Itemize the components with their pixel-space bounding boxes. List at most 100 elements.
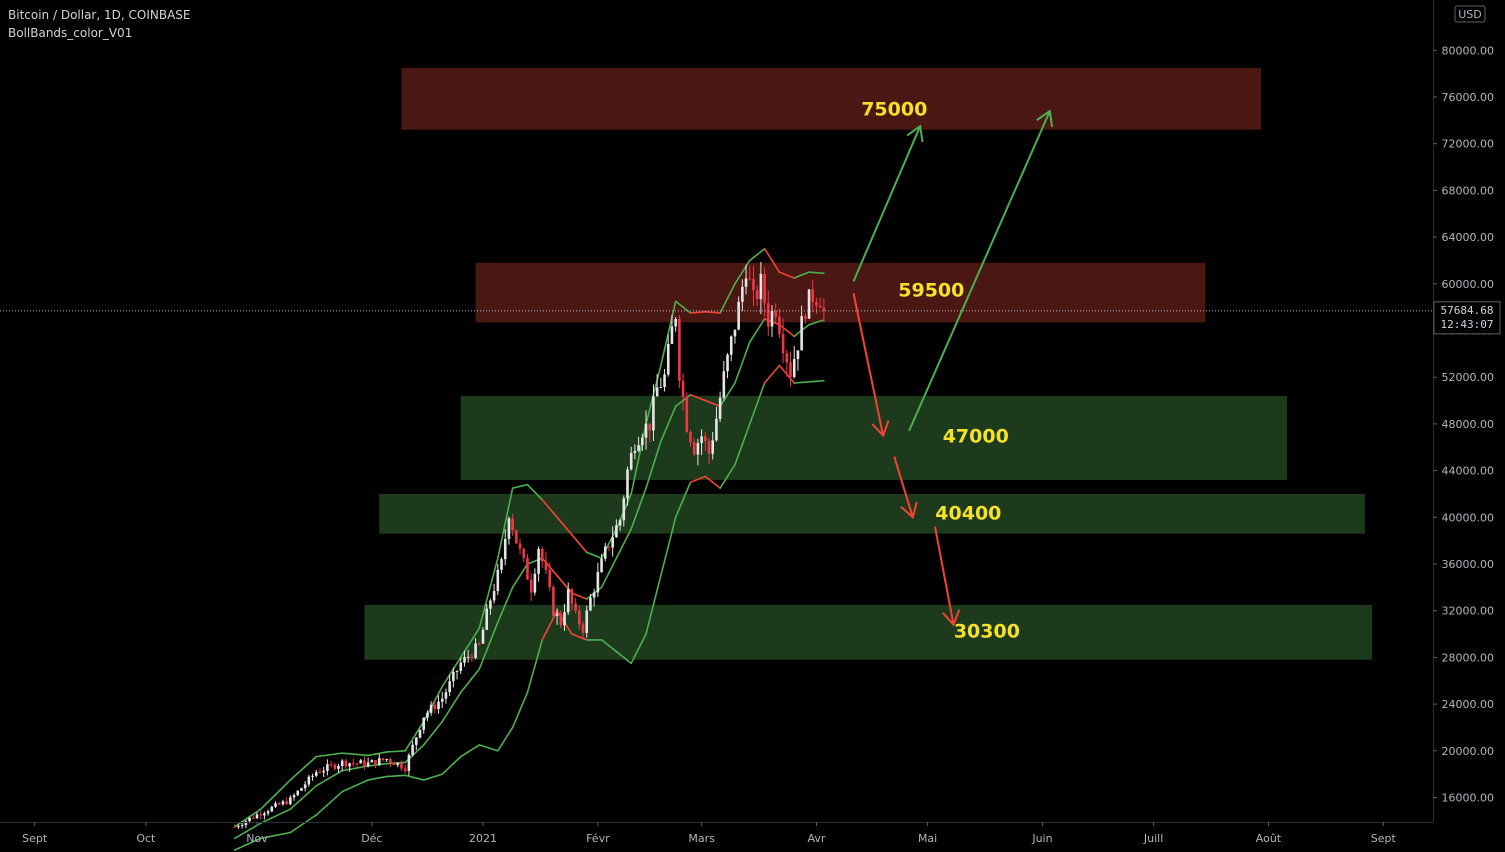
candle-body bbox=[566, 589, 570, 613]
candle-body bbox=[822, 307, 826, 311]
green-arrow-1 bbox=[852, 124, 924, 282]
candle-body bbox=[681, 380, 685, 397]
bb-upper-band-segment bbox=[296, 769, 303, 775]
arrow-shaft bbox=[852, 292, 885, 436]
candle bbox=[804, 313, 807, 324]
candle bbox=[722, 360, 726, 401]
x-tick-label: Juill bbox=[1143, 832, 1163, 845]
candle bbox=[307, 774, 311, 787]
candle bbox=[796, 350, 800, 371]
bb-upper-band-segment bbox=[634, 458, 640, 478]
bb-lower-band-segment bbox=[522, 691, 529, 702]
candle bbox=[433, 698, 437, 714]
bb-middle-band-segment bbox=[663, 423, 670, 434]
bb-upper-band bbox=[233, 247, 825, 828]
candle bbox=[633, 444, 637, 460]
candle-body bbox=[233, 826, 237, 828]
bb-upper-band-segment bbox=[630, 475, 636, 495]
bb-upper-band-segment bbox=[497, 539, 503, 559]
candle bbox=[570, 587, 574, 611]
candle bbox=[696, 438, 700, 466]
candle bbox=[774, 303, 777, 324]
symbol-title[interactable]: Bitcoin / Dollar, 1D, COINBASE bbox=[8, 8, 191, 22]
bb-middle-band-segment bbox=[726, 388, 733, 396]
bb-upper-band-segment bbox=[667, 316, 673, 335]
x-tick-label: 2021 bbox=[469, 832, 497, 845]
candle-body bbox=[715, 418, 718, 441]
candle-body bbox=[455, 670, 459, 672]
candle bbox=[578, 605, 581, 630]
candle-body bbox=[581, 624, 585, 633]
candle-body bbox=[574, 603, 577, 611]
candle bbox=[266, 809, 270, 816]
candle-body bbox=[544, 561, 548, 571]
candle-body bbox=[626, 469, 629, 499]
bb-middle-band-segment bbox=[656, 440, 662, 454]
resistance-zone-59500 bbox=[475, 262, 1206, 323]
bb-middle-band-segment bbox=[437, 720, 444, 728]
bb-lower-band-segment bbox=[511, 717, 518, 729]
candle-body bbox=[374, 760, 377, 766]
candle-body bbox=[815, 302, 818, 306]
bb-upper-band-segment bbox=[408, 738, 414, 746]
bb-middle-band-segment bbox=[441, 714, 447, 723]
bb-middle-band-segment bbox=[308, 788, 314, 794]
candle-body bbox=[529, 579, 533, 593]
candle bbox=[263, 811, 266, 820]
candle bbox=[748, 265, 752, 281]
candle-body bbox=[463, 656, 466, 663]
bb-lower-band-segment bbox=[648, 604, 655, 621]
candle bbox=[733, 329, 737, 344]
candle bbox=[618, 518, 622, 531]
candle bbox=[326, 759, 329, 776]
candle-body bbox=[363, 760, 366, 767]
bb-lower-band-segment bbox=[548, 617, 555, 627]
price-axis[interactable]: 16000.00 20000.00 24000.00 28000.00 32000.00… bbox=[1433, 0, 1494, 822]
candle bbox=[355, 762, 359, 768]
candle bbox=[348, 762, 351, 772]
candle bbox=[548, 562, 551, 592]
bb-lower-band-segment bbox=[330, 797, 336, 803]
candle bbox=[492, 583, 496, 604]
y-tick-label: 48000.00 bbox=[1442, 418, 1495, 431]
bb-lower-band-segment bbox=[726, 469, 733, 478]
candle bbox=[555, 608, 559, 625]
candle-body bbox=[644, 423, 648, 438]
candle-body bbox=[444, 692, 448, 699]
candle-body bbox=[366, 762, 370, 767]
resistance-zone-75000 bbox=[401, 67, 1262, 130]
candle-body bbox=[603, 546, 607, 559]
bb-lower-band-segment bbox=[682, 490, 688, 501]
candle bbox=[296, 790, 300, 797]
bb-upper-band-segment bbox=[463, 644, 469, 653]
candle bbox=[429, 701, 433, 716]
bb-upper-band-segment bbox=[652, 379, 658, 396]
candle-body bbox=[248, 817, 251, 822]
time-axis[interactable]: Sept Oct Nov Déc 2021 Févr Mars Avr Mai Juin Juill… bbox=[0, 822, 1433, 845]
bb-middle-band-segment bbox=[648, 463, 655, 478]
y-tick-label: 36000.00 bbox=[1442, 558, 1495, 571]
candle-body bbox=[770, 310, 774, 327]
bb-lower-band-segment bbox=[526, 678, 532, 694]
arrow-shaft bbox=[908, 110, 1051, 432]
candle-body bbox=[459, 662, 463, 671]
candle bbox=[626, 466, 629, 506]
indicator-legend[interactable]: BollBands_color_V01 bbox=[8, 26, 133, 40]
bb-middle-band-segment bbox=[508, 586, 514, 597]
level-label-47000: 47000 bbox=[943, 426, 1009, 448]
candle bbox=[507, 516, 511, 545]
bb-upper-band-segment bbox=[411, 732, 418, 740]
y-tick-label: 20000.00 bbox=[1442, 745, 1495, 758]
bb-upper-band-segment bbox=[474, 627, 481, 635]
bb-middle-band-segment bbox=[756, 323, 762, 332]
bb-middle-band-segment bbox=[667, 414, 673, 425]
candle-body bbox=[263, 813, 266, 816]
green-arrow-2 bbox=[908, 109, 1054, 432]
bb-lower-band-segment bbox=[671, 516, 677, 533]
candle-body bbox=[792, 359, 796, 377]
bb-lower-band-segment bbox=[567, 627, 573, 635]
candle bbox=[292, 793, 296, 801]
bb-lower-band-segment bbox=[315, 810, 321, 816]
bb-middle-band-segment bbox=[293, 801, 299, 807]
